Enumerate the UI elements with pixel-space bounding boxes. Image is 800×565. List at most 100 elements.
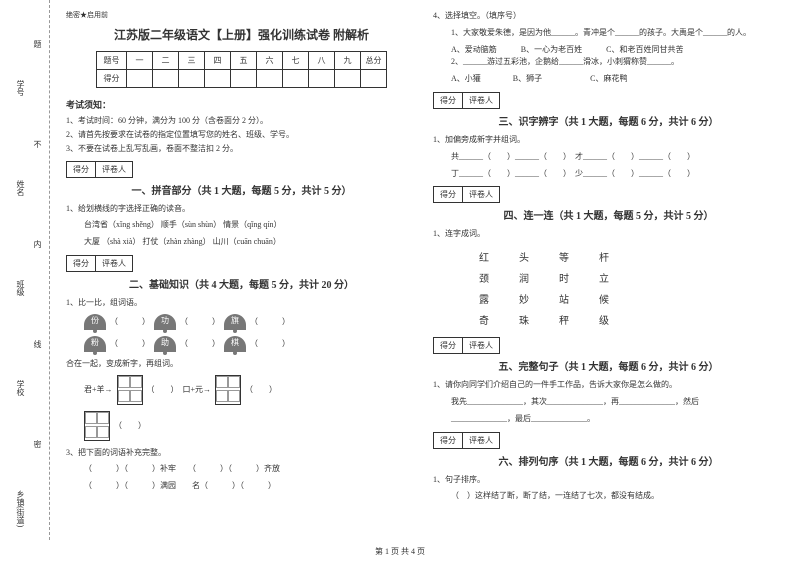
score-cell[interactable] (205, 70, 231, 88)
margin-name: 姓名 (15, 180, 26, 196)
score-cell[interactable] (283, 70, 309, 88)
zi-cell: 立 (585, 268, 623, 287)
q3-1-l2: 丁______（ ）______（ ） 少______（ ）______（ ） (433, 168, 784, 181)
zi-cell: 时 (545, 268, 583, 287)
margin-id: 学号 (15, 80, 26, 96)
section-4-title: 四、连一连（共 1 大题，每题 5 分，共计 5 分） (433, 207, 784, 222)
confidential-label: 绝密★启用前 (66, 10, 417, 20)
score-col: 二 (153, 52, 179, 70)
margin-class: 班级 (15, 280, 26, 296)
fan-row-2: 粉（ ） 助（ ） 棋（ ） (66, 336, 417, 352)
zi-cell: 润 (505, 268, 543, 287)
q1-stem: 1、给划横线的字选择正确的读音。 (66, 203, 417, 216)
q2-3-l1: （ ）（ ）补牢 （ ）（ ）齐放 (66, 463, 417, 476)
q6-1-stem: 1、句子排序。 (433, 474, 784, 487)
score-cell[interactable] (127, 70, 153, 88)
score-cell[interactable] (257, 70, 283, 88)
score-col: 六 (257, 52, 283, 70)
score-col: 一 (127, 52, 153, 70)
q3-1-stem: 1、加偏旁成新字并组词。 (433, 134, 784, 147)
score-cell[interactable] (231, 70, 257, 88)
combine-row-2: （ ） (66, 411, 417, 441)
score-cell[interactable] (153, 70, 179, 88)
zi-cell: 珠 (505, 310, 543, 329)
zi-cell: 等 (545, 247, 583, 266)
section-3-title: 三、识字辨字（共 1 大题，每题 6 分，共计 6 分） (433, 113, 784, 128)
connect-table: 红头等杆 颈润时立 露妙站候 奇珠秤级 (463, 245, 625, 331)
section-2-title: 二、基础知识（共 4 大题，每题 5 分，共计 20 分） (66, 276, 417, 291)
page-footer: 第 1 页 共 4 页 (0, 540, 800, 557)
fan-char: 棋 (224, 336, 246, 352)
score-row-label-2: 得分 (97, 70, 127, 88)
score-cell[interactable] (335, 70, 361, 88)
eval-grader: 评卷人 (462, 337, 500, 354)
section-1-title: 一、拼音部分（共 1 大题，每题 5 分，共计 5 分） (66, 182, 417, 197)
score-cell[interactable] (361, 70, 387, 88)
zi-cell: 候 (585, 289, 623, 308)
zi-cell: 奇 (465, 310, 503, 329)
zi-cell: 颈 (465, 268, 503, 287)
notice-item: 1、考试时间：60 分钟，满分为 100 分（含卷面分 2 分）。 (66, 115, 417, 126)
zi-cell: 杆 (585, 247, 623, 266)
score-col: 五 (231, 52, 257, 70)
zi-cell: 级 (585, 310, 623, 329)
seal-char-1: 密 (32, 440, 43, 448)
zi-cell: 站 (545, 289, 583, 308)
q6-1-l1: （ ）这样结了断，断了结，一连结了七次，都没有结成。 (433, 490, 784, 503)
eval-grader: 评卷人 (462, 92, 500, 109)
zi-cell: 红 (465, 247, 503, 266)
eval-box: 得分 评卷人 (433, 186, 784, 203)
q3-1-l1: 共______（ ）______（ ） 才______（ ）______（ ） (433, 151, 784, 164)
q4-l1: 1、大家敬爱朱德，是因为他______。青冲是个______的孩子。大禹是个__… (433, 27, 784, 40)
notice-item: 3、不要在试卷上乱写乱画，卷面不整洁扣 2 分。 (66, 143, 417, 154)
char-box[interactable] (215, 375, 241, 405)
fan-char: 功 (154, 314, 176, 330)
zi-cell: 秤 (545, 310, 583, 329)
q4-opts1: A、爱动脑筋 B、一心为老百姓 C、和老百姓同甘共苦 (433, 44, 784, 57)
notice-item: 2、请首先按要求在试卷的指定位置填写您的姓名、班级、学号。 (66, 129, 417, 140)
q4-opts2: A、小獾 B、狮子 C、麻花鸭 (433, 73, 784, 86)
score-row-label: 题号 (97, 52, 127, 70)
score-col: 七 (283, 52, 309, 70)
eval-box: 得分 评卷人 (433, 92, 784, 109)
eval-grader: 评卷人 (462, 432, 500, 449)
notice-title: 考试须知： (66, 98, 417, 111)
char-box[interactable] (84, 411, 110, 441)
eval-grader: 评卷人 (95, 161, 133, 178)
combine-row-1: 君+羊→ （ ） 口+元→ （ ） (66, 375, 417, 405)
eval-grader: 评卷人 (462, 186, 500, 203)
combine-text: 口+元→ (183, 384, 212, 395)
combine-text: 君+羊→ (84, 384, 113, 395)
section-5-title: 五、完整句子（共 1 大题，每题 6 分，共计 6 分） (433, 358, 784, 373)
score-cell[interactable] (309, 70, 335, 88)
score-col: 三 (179, 52, 205, 70)
q2-3-l2: （ ）（ ）满园 名（ ）（ ） (66, 480, 417, 493)
char-box[interactable] (117, 375, 143, 405)
score-cell[interactable] (179, 70, 205, 88)
zi-cell: 露 (465, 289, 503, 308)
fan-char: 粉 (84, 336, 106, 352)
score-col: 八 (309, 52, 335, 70)
q2-2-stem: 合在一起，变成新字，再组词。 (66, 358, 417, 371)
q5-1-l2: ______________，最后______________。 (433, 413, 784, 426)
fan-char: 份 (84, 314, 106, 330)
margin-school: 学校 (15, 380, 26, 396)
eval-score: 得分 (66, 161, 96, 178)
zi-cell: 妙 (505, 289, 543, 308)
margin-township: 乡镇(街道) (15, 490, 26, 527)
seal-char-5: 题 (32, 40, 43, 48)
q4-1-stem: 1、连字成词。 (433, 228, 784, 241)
exam-title: 江苏版二年级语文【上册】强化训练试卷 附解析 (66, 26, 417, 43)
score-col: 四 (205, 52, 231, 70)
binding-margin: 乡镇(街道) 学校 班级 姓名 学号 密 线 内 不 题 (0, 0, 50, 540)
fan-char: 助 (154, 336, 176, 352)
q4-stem: 4、选择填空。（填序号） (433, 10, 784, 23)
score-col: 总分 (361, 52, 387, 70)
q4-l2: 2、______游过五彩池，企鹅给______滑冰，小刺猬称赞______。 (433, 56, 784, 69)
q2-1-stem: 1、比一比，组词语。 (66, 297, 417, 310)
eval-score: 得分 (433, 337, 463, 354)
seal-char-4: 不 (32, 140, 43, 148)
fan-char: 旗 (224, 314, 246, 330)
main-content: 绝密★启用前 江苏版二年级语文【上册】强化训练试卷 附解析 题号 一 二 三 四… (50, 0, 800, 540)
score-col: 九 (335, 52, 361, 70)
